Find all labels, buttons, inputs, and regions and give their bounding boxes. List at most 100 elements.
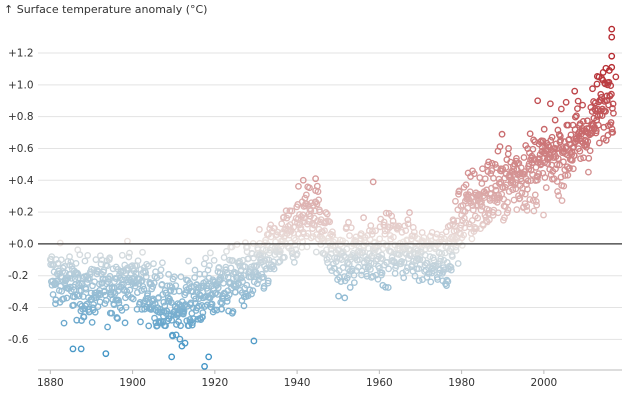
data-point	[542, 184, 550, 192]
data-point	[208, 300, 216, 308]
data-point	[399, 238, 407, 246]
data-point	[609, 100, 617, 108]
data-point	[321, 227, 328, 234]
data-point	[537, 160, 545, 168]
data-point	[312, 248, 320, 256]
data-point	[345, 218, 352, 226]
data-point	[609, 129, 617, 136]
data-point	[400, 274, 408, 282]
data-point	[211, 306, 218, 314]
data-point	[143, 260, 151, 268]
data-point	[610, 109, 617, 117]
data-point	[583, 141, 591, 149]
data-point	[169, 332, 177, 340]
data-point	[137, 318, 144, 326]
data-point	[564, 171, 572, 179]
data-point	[260, 283, 268, 290]
data-point	[124, 237, 131, 245]
data-point	[585, 168, 592, 176]
data-point	[102, 350, 110, 358]
data-point	[481, 175, 489, 183]
data-point	[80, 313, 88, 321]
data-point	[454, 260, 462, 267]
data-point	[505, 145, 512, 152]
data-point	[415, 265, 423, 273]
data-point	[195, 302, 203, 310]
data-point	[607, 90, 615, 98]
data-point	[140, 285, 148, 293]
y-tick-label: +0.0	[8, 238, 34, 250]
data-point	[404, 264, 411, 272]
y-tick-label: -0.2	[8, 270, 29, 282]
data-point	[524, 177, 532, 185]
data-point	[447, 263, 455, 271]
x-tick-label: 1940	[284, 377, 311, 389]
data-point	[102, 297, 110, 304]
data-point	[548, 133, 556, 141]
data-point	[290, 258, 298, 266]
data-point	[369, 178, 377, 186]
data-point	[533, 201, 541, 209]
data-point	[469, 206, 477, 214]
data-point	[605, 101, 613, 109]
y-tick-label: +0.2	[8, 207, 34, 219]
data-point	[129, 295, 137, 303]
data-point	[323, 210, 331, 218]
data-point	[469, 202, 477, 210]
data-point	[369, 227, 376, 235]
data-point	[201, 270, 208, 278]
data-point	[70, 301, 78, 309]
data-point	[88, 319, 96, 326]
data-point	[227, 264, 235, 272]
data-point	[281, 253, 288, 261]
data-point	[608, 63, 616, 71]
data-point	[329, 231, 337, 239]
data-point	[76, 251, 84, 259]
data-point	[553, 178, 561, 185]
data-point	[196, 291, 203, 298]
data-point	[214, 284, 222, 292]
data-point	[347, 224, 355, 232]
data-point	[168, 316, 176, 324]
data-point	[546, 100, 554, 108]
data-point	[584, 138, 592, 145]
data-point	[190, 315, 197, 323]
data-point	[300, 214, 308, 222]
data-point	[249, 287, 257, 295]
data-point	[534, 97, 542, 105]
data-point	[440, 235, 448, 243]
y-tick-label: -0.4	[8, 302, 29, 314]
data-point	[106, 272, 114, 280]
data-point	[58, 287, 66, 295]
data-point	[81, 257, 89, 265]
data-point	[342, 239, 350, 247]
data-point	[103, 262, 111, 270]
data-point	[579, 117, 587, 125]
data-point	[557, 136, 565, 144]
data-point	[167, 299, 175, 306]
x-axis-tick-labels: 1880 1900 1920 1940 1960 1980 2000	[37, 369, 622, 389]
data-point	[551, 116, 559, 124]
data-point	[121, 319, 129, 327]
data-point	[356, 256, 363, 263]
data-point	[172, 282, 180, 290]
data-point	[171, 273, 178, 281]
data-point	[328, 228, 336, 236]
data-point	[191, 274, 199, 281]
data-point	[379, 255, 386, 263]
data-point	[544, 160, 552, 167]
data-point	[346, 232, 353, 240]
data-point	[552, 165, 559, 173]
data-point	[423, 259, 431, 267]
data-point	[126, 249, 133, 257]
data-point	[593, 80, 601, 88]
data-point	[81, 302, 89, 310]
data-point	[472, 225, 480, 232]
y-tick-label: +0.8	[8, 111, 34, 123]
data-point	[60, 319, 68, 327]
data-point	[569, 165, 577, 173]
data-point	[223, 269, 231, 277]
data-point	[148, 303, 155, 311]
data-point	[488, 167, 496, 174]
data-point	[540, 211, 547, 219]
